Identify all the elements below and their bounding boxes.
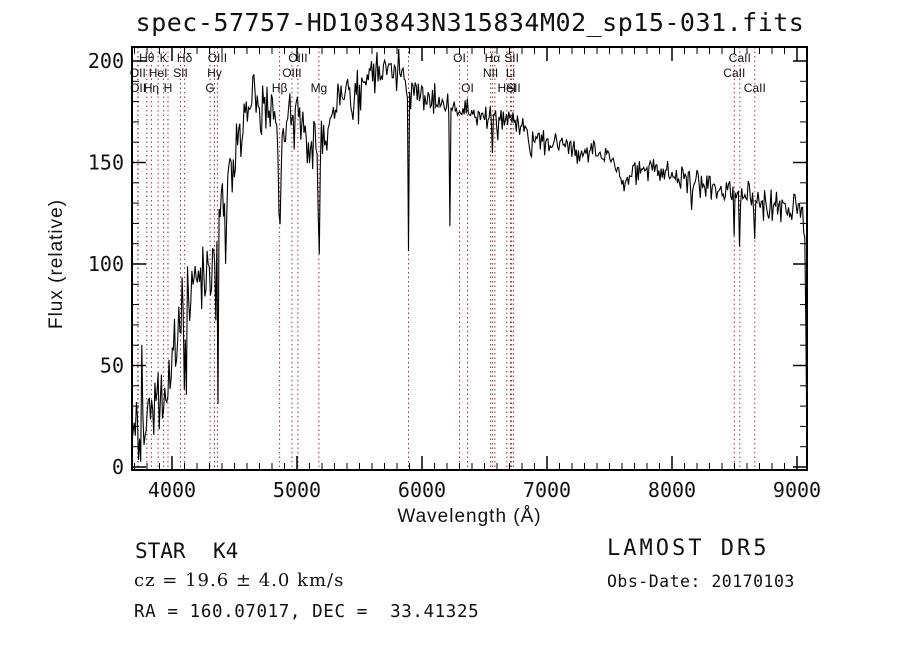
spectral-line-label: Mg bbox=[311, 81, 328, 95]
spectral-line-label: CaII bbox=[744, 81, 766, 95]
radial-velocity-text: cz = 19.6 ± 4.0 km/s bbox=[134, 570, 345, 591]
spectral-line-label: Hδ bbox=[177, 51, 193, 65]
spectral-line-label: OII bbox=[130, 81, 146, 95]
spectral-line-label: NII bbox=[483, 66, 498, 80]
x-axis-title: Wavelength (Å) bbox=[397, 506, 541, 527]
coordinates-text: RA = 160.07017, DEC = 33.41325 bbox=[134, 602, 480, 622]
y-tick-label: 100 bbox=[88, 252, 124, 276]
spectral-line-label: Li bbox=[506, 66, 515, 80]
x-tick-label: 9000 bbox=[773, 478, 821, 502]
x-tick-labels: 4000 5000 6000 7000 8000 9000 bbox=[148, 478, 821, 502]
object-type-label: STAR bbox=[135, 539, 186, 563]
y-axis-title: Flux (relative) bbox=[46, 199, 67, 329]
spectral-line-label: OIII bbox=[282, 66, 301, 80]
x-tick-label: 6000 bbox=[398, 478, 446, 502]
y-tick-label: 50 bbox=[100, 354, 124, 378]
spectral-line-label: HeI bbox=[149, 66, 168, 80]
spectral-line-label: SII bbox=[506, 81, 521, 95]
spectral-line-label: SII bbox=[504, 51, 519, 65]
spectral-class-label: K4 bbox=[213, 539, 239, 563]
spectral-line-label: K bbox=[160, 51, 168, 65]
x-tick-label: 4000 bbox=[148, 478, 196, 502]
spectrum-curve bbox=[131, 48, 808, 462]
spectral-line-label: Hβ bbox=[272, 81, 288, 95]
spectral-line-label: SII bbox=[173, 66, 188, 80]
spectral-line-label: OI bbox=[453, 51, 466, 65]
observation-date-label: Obs-Date: 20170103 bbox=[607, 572, 795, 591]
spectral-line-label: Hα bbox=[485, 51, 501, 65]
spectral-line-label: Hγ bbox=[207, 66, 222, 80]
y-tick-labels: 0 50 100 150 200 bbox=[88, 49, 124, 479]
x-tick-label: 7000 bbox=[523, 478, 571, 502]
x-tick-label: 5000 bbox=[273, 478, 321, 502]
page-title: spec-57757-HD103843N315834M02_sp15-031.f… bbox=[135, 8, 805, 37]
spectral-line-label: CaII bbox=[723, 66, 745, 80]
spectral-line-label: OIII bbox=[288, 51, 307, 65]
spectral-line-label: OII bbox=[130, 66, 146, 80]
spectral-line-label: OI bbox=[461, 81, 474, 95]
spectral-marker-lines bbox=[137, 47, 756, 470]
survey-release-label: LAMOST DR5 bbox=[607, 536, 770, 561]
spectral-line-label: CaII bbox=[729, 51, 751, 65]
spectral-line-label: OIII bbox=[208, 51, 227, 65]
spectral-marker-labels: OIIOIIHθHηHeIKHSIIHδGHγOIIIHβOIIIOIIIMgO… bbox=[130, 51, 766, 95]
spectral-line-label: Hη bbox=[144, 81, 159, 95]
y-tick-label: 200 bbox=[88, 49, 124, 73]
spectral-line-label: HeI bbox=[497, 81, 516, 95]
y-tick-label: 0 bbox=[112, 455, 124, 479]
axis-ticks bbox=[132, 47, 807, 470]
plot-frame bbox=[131, 46, 808, 471]
x-tick-label: 8000 bbox=[648, 478, 696, 502]
y-tick-label: 150 bbox=[88, 151, 124, 175]
spectral-line-label: H bbox=[164, 81, 173, 95]
spectral-line-label: G bbox=[205, 81, 214, 95]
